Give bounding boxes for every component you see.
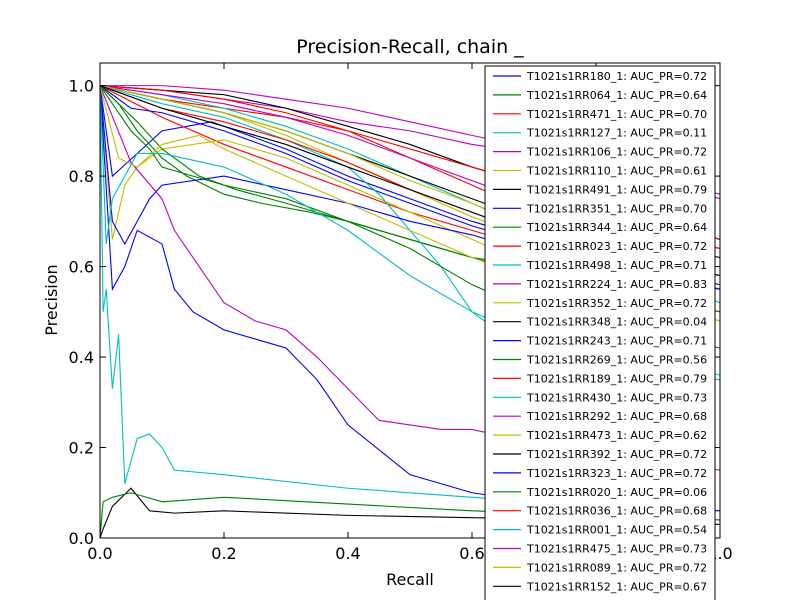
legend-entry: T1021s1RR152_1: AUC_PR=0.67 bbox=[526, 580, 707, 593]
x-tick-label: 0.4 bbox=[335, 544, 360, 563]
x-axis-label: Recall bbox=[386, 570, 434, 589]
y-tick-label: 0.0 bbox=[69, 529, 94, 548]
legend-entry: T1021s1RR352_1: AUC_PR=0.72 bbox=[526, 297, 707, 310]
legend-entry: T1021s1RR064_1: AUC_PR=0.64 bbox=[526, 89, 707, 102]
legend-entry: T1021s1RR292_1: AUC_PR=0.68 bbox=[526, 410, 707, 423]
series-line-24 bbox=[100, 85, 720, 376]
legend-entry: T1021s1RR180_1: AUC_PR=0.72 bbox=[526, 70, 707, 83]
y-tick-label: 0.8 bbox=[69, 167, 94, 186]
legend-entry: T1021s1RR491_1: AUC_PR=0.79 bbox=[526, 183, 707, 196]
series-line-15 bbox=[100, 85, 720, 349]
legend-entry: T1021s1RR430_1: AUC_PR=0.73 bbox=[526, 391, 707, 404]
legend-entry: T1021s1RR348_1: AUC_PR=0.04 bbox=[526, 316, 707, 329]
x-tick-label: 0.0 bbox=[87, 544, 112, 563]
y-tick-label: 0.2 bbox=[69, 439, 94, 458]
legend-entry: T1021s1RR323_1: AUC_PR=0.72 bbox=[526, 467, 707, 480]
legend-entry: T1021s1RR001_1: AUC_PR=0.54 bbox=[526, 524, 707, 537]
legend-entry: T1021s1RR475_1: AUC_PR=0.73 bbox=[526, 543, 707, 556]
legend-entry: T1021s1RR344_1: AUC_PR=0.64 bbox=[526, 221, 707, 234]
legend-entry: T1021s1RR243_1: AUC_PR=0.71 bbox=[526, 335, 707, 348]
x-tick-label: 0.6 bbox=[459, 544, 484, 563]
legend-entry: T1021s1RR020_1: AUC_PR=0.06 bbox=[526, 486, 707, 499]
y-tick-label: 1.0 bbox=[69, 77, 94, 96]
legend-entry: T1021s1RR023_1: AUC_PR=0.72 bbox=[526, 240, 707, 253]
legend-entry: T1021s1RR392_1: AUC_PR=0.72 bbox=[526, 448, 707, 461]
series-line-5 bbox=[100, 85, 720, 313]
legend-entry: T1021s1RR473_1: AUC_PR=0.62 bbox=[526, 429, 707, 442]
y-tick-label: 0.6 bbox=[69, 258, 94, 277]
legend-entry: T1021s1RR036_1: AUC_PR=0.68 bbox=[526, 505, 707, 518]
legend-entry: T1021s1RR189_1: AUC_PR=0.79 bbox=[526, 372, 707, 385]
y-axis-label: Precision bbox=[42, 264, 61, 335]
legend-entry: T1021s1RR127_1: AUC_PR=0.11 bbox=[526, 127, 707, 140]
legend-entry: T1021s1RR269_1: AUC_PR=0.56 bbox=[526, 354, 707, 367]
legend-entry: T1021s1RR498_1: AUC_PR=0.71 bbox=[526, 259, 707, 272]
legend-entry: T1021s1RR110_1: AUC_PR=0.61 bbox=[526, 165, 707, 178]
legend-entry: T1021s1RR089_1: AUC_PR=0.72 bbox=[526, 561, 707, 574]
plot-frame bbox=[99, 62, 721, 539]
series-line-19 bbox=[100, 85, 720, 322]
legend: T1021s1RR180_1: AUC_PR=0.72 T1021s1RR064_… bbox=[484, 65, 716, 600]
y-tick-label: 0.4 bbox=[69, 348, 94, 367]
series-line-3 bbox=[100, 85, 720, 512]
legend-entry: T1021s1RR351_1: AUC_PR=0.70 bbox=[526, 202, 707, 215]
legend-box bbox=[484, 65, 716, 600]
series-line-14 bbox=[100, 85, 720, 290]
legend-entry: T1021s1RR471_1: AUC_PR=0.70 bbox=[526, 108, 707, 121]
legend-entry: T1021s1RR106_1: AUC_PR=0.72 bbox=[526, 146, 707, 159]
chart-title: Precision-Recall, chain _ bbox=[296, 36, 524, 58]
legend-entry: T1021s1RR224_1: AUC_PR=0.83 bbox=[526, 278, 707, 291]
x-tick-label: 0.2 bbox=[211, 544, 236, 563]
